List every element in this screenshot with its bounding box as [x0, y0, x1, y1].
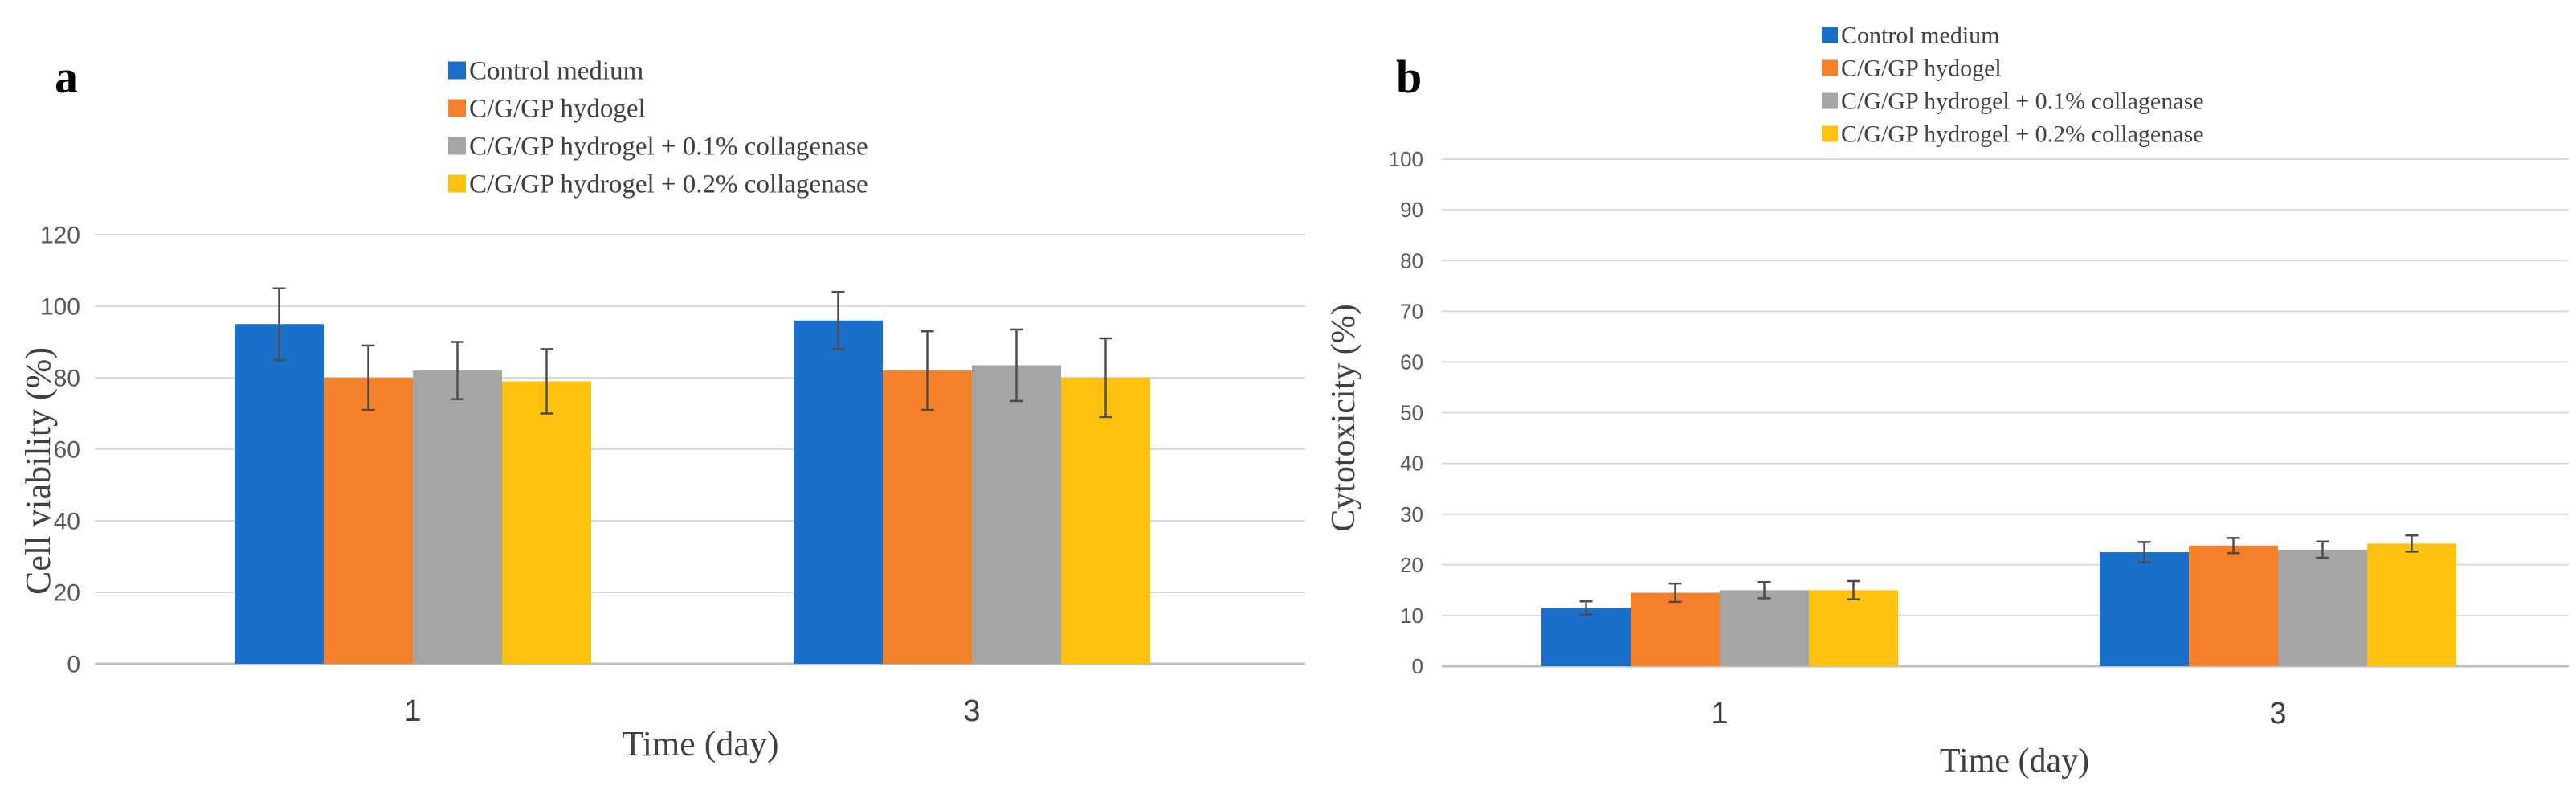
- legend-label: Control medium: [1841, 22, 2000, 48]
- x-category-label: 1: [404, 694, 421, 728]
- legend-swatch: [448, 99, 466, 117]
- y-tick-label: 80: [1400, 248, 1423, 272]
- bar-1-day-3: [794, 320, 883, 664]
- y-tick-label: 10: [1400, 604, 1423, 628]
- y-tick-label: 40: [54, 509, 80, 535]
- y-axis-ticks-a: 0 20 40 60 80 100 120: [40, 223, 80, 678]
- legend-label: C/G/GP hydrogel + 0.1% collagenase: [1841, 88, 2204, 114]
- y-tick-label: 90: [1400, 198, 1423, 222]
- x-axis-title-a: Time (day): [622, 724, 778, 763]
- bar-3-day-1: [413, 370, 502, 664]
- legend-label: Control medium: [469, 56, 644, 85]
- legend-swatch: [1822, 27, 1838, 43]
- legend-swatch: [1822, 59, 1838, 76]
- panel-label-b: b: [1396, 51, 1422, 103]
- y-tick-label: 60: [54, 437, 80, 464]
- y-tick-label: 70: [1400, 299, 1423, 323]
- bar-1-day-1: [1541, 608, 1631, 666]
- y-tick-label: 100: [1389, 147, 1423, 171]
- legend-label: C/G/GP hydrogel + 0.1% collagenase: [469, 132, 868, 161]
- bar-3-day-1: [1720, 590, 1809, 666]
- legend-swatch: [448, 174, 466, 193]
- bar-2-day-3: [2189, 545, 2278, 666]
- chart-panel-b: b Control medium C/G/GP hydogel C/G/GP hyd…: [1325, 22, 2569, 780]
- bar-1-day-1: [235, 324, 324, 664]
- bar-2-day-1: [1631, 592, 1720, 666]
- y-tick-label: 0: [67, 652, 80, 678]
- legend-b: Control medium C/G/GP hydogel C/G/GP hydro…: [1822, 22, 2204, 147]
- y-tick-label: 50: [1400, 401, 1423, 425]
- y-axis-title-b: Cytotoxicity (%): [1325, 304, 1362, 531]
- y-tick-label: 120: [40, 223, 80, 249]
- bars-b: [1541, 534, 2456, 666]
- legend-swatch: [1822, 125, 1838, 142]
- y-tick-label: 40: [1400, 452, 1423, 476]
- x-category-label: 3: [2269, 697, 2286, 731]
- legend-swatch: [448, 61, 466, 80]
- bar-1-day-3: [2100, 552, 2189, 666]
- bar-2-day-3: [883, 370, 972, 664]
- legend-label: C/G/GP hydrogel + 0.2% collagenase: [1841, 121, 2204, 147]
- bar-4-day-1: [502, 381, 591, 664]
- y-axis-title-a: Cell viability (%): [18, 347, 58, 595]
- y-tick-label: 30: [1400, 502, 1423, 526]
- legend-label: C/G/GP hydogel: [1841, 55, 2002, 81]
- bar-4-day-3: [2367, 543, 2456, 666]
- x-axis-title-b: Time (day): [1940, 743, 2089, 780]
- x-category-label: 3: [963, 694, 980, 728]
- legend-label: C/G/GP hydogel: [469, 94, 646, 123]
- y-tick-label: 60: [1400, 350, 1423, 375]
- bar-3-day-3: [2278, 549, 2367, 666]
- panel-label-a: a: [55, 51, 78, 103]
- y-tick-label: 100: [40, 294, 80, 321]
- bar-3-day-3: [972, 365, 1061, 664]
- bar-4-day-3: [1061, 378, 1150, 664]
- y-tick-label: 20: [1400, 553, 1423, 577]
- bars-a: [235, 287, 1150, 664]
- y-tick-label: 20: [54, 580, 80, 607]
- bar-4-day-1: [1809, 590, 1898, 666]
- legend-a: Control medium C/G/GP hydogel C/G/GP hydro…: [448, 56, 868, 199]
- legend-swatch: [1822, 92, 1838, 109]
- legend-label: C/G/GP hydrogel + 0.2% collagenase: [469, 170, 868, 199]
- bar-2-day-1: [324, 378, 413, 664]
- x-category-label: 1: [1711, 697, 1728, 731]
- y-tick-label: 0: [1412, 654, 1423, 678]
- y-axis-ticks-b: 0 10 20 30 40 50 60 70 80 90 100: [1389, 147, 1423, 678]
- legend-swatch: [448, 137, 466, 155]
- y-tick-label: 80: [54, 366, 80, 392]
- chart-panel-a: a Control medium C/G/GP hydogel C/G/GP hyd…: [18, 51, 1305, 763]
